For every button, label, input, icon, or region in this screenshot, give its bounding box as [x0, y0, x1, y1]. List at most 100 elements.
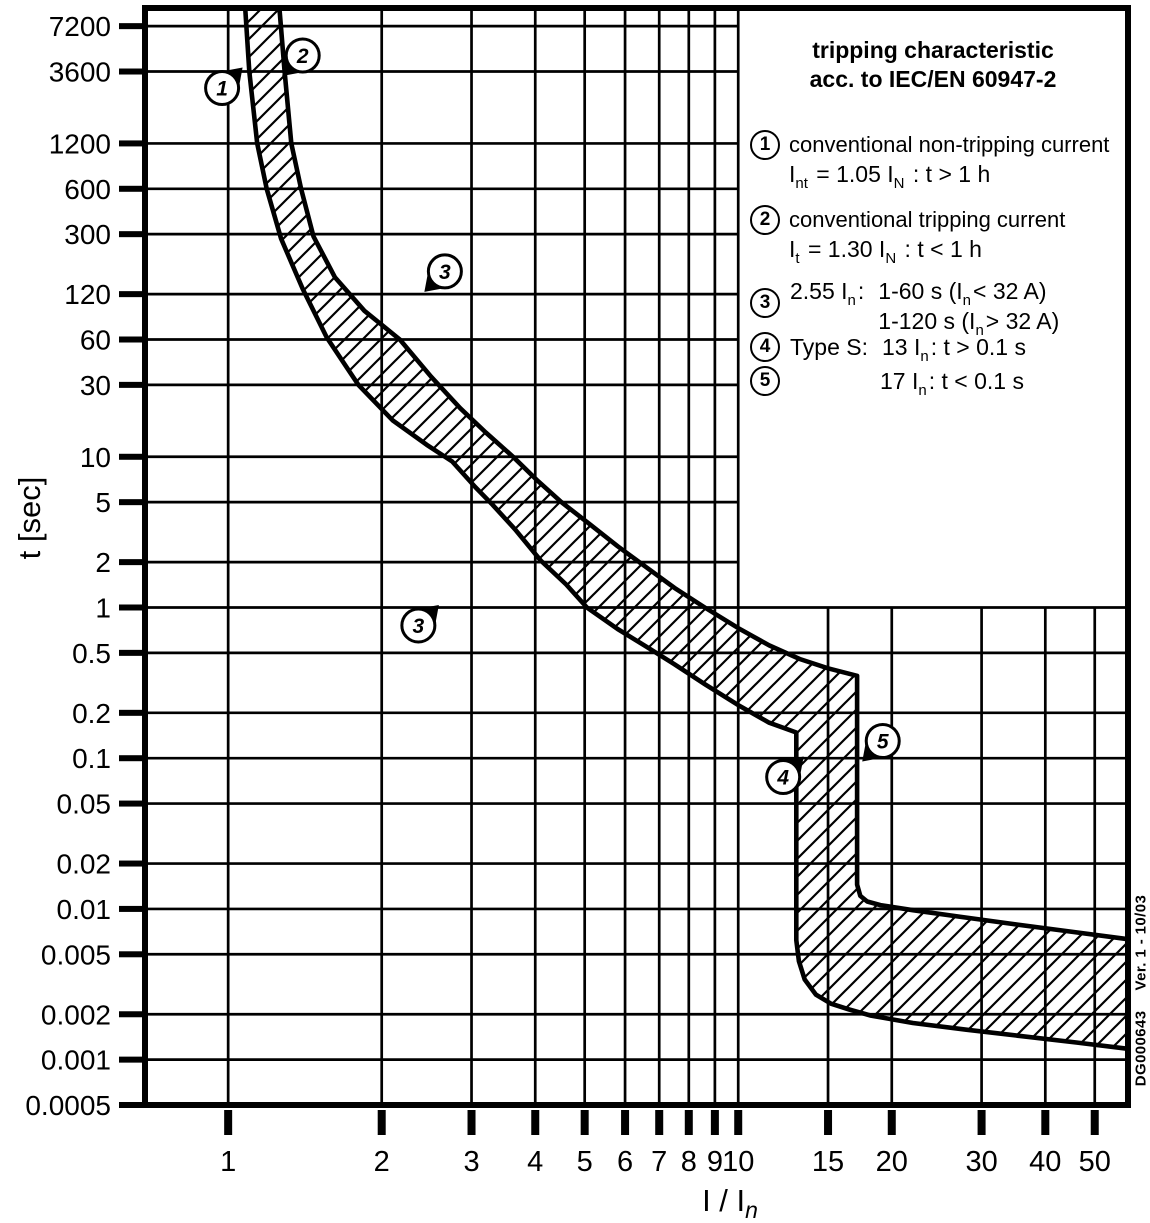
svg-text:0.02: 0.02 — [57, 849, 112, 880]
legend-item-2-formula: It = 1.30 IN : t < 1 h — [789, 234, 1065, 267]
svg-text:1: 1 — [216, 77, 228, 100]
formula-part: 2.55 I — [790, 278, 848, 304]
svg-text:10: 10 — [722, 1146, 754, 1178]
legend-item-1-badge: 1 — [750, 130, 780, 160]
formula-part: : t > 1 h — [906, 161, 991, 187]
formula-sub: t — [795, 249, 800, 267]
svg-text:8: 8 — [681, 1146, 697, 1178]
axis-ticks — [119, 23, 1099, 1135]
svg-text:5: 5 — [877, 731, 889, 754]
formula-sub: N — [885, 249, 897, 267]
svg-text:3: 3 — [463, 1146, 479, 1178]
tick-labels: 7200360012006003001206030105210.50.20.10… — [25, 11, 1111, 1178]
svg-text:1: 1 — [95, 592, 111, 623]
curve-markers: 1 2 3 3 4 5 — [204, 37, 901, 796]
svg-text:4: 4 — [776, 767, 789, 790]
legend-title-line1: tripping characteristic — [812, 37, 1054, 63]
x-axis-title-sub: n — [745, 1197, 758, 1223]
svg-text:3: 3 — [413, 615, 425, 638]
formula-part: 13 I — [881, 334, 921, 360]
formula-sub: n — [962, 291, 971, 309]
svg-text:30: 30 — [80, 370, 111, 401]
formula-sub: N — [893, 174, 905, 192]
svg-text:40: 40 — [1029, 1146, 1061, 1178]
svg-text:120: 120 — [64, 279, 111, 310]
y-axis-title: t [sec] — [12, 476, 47, 560]
legend-item-2-badge: 2 — [750, 205, 780, 235]
svg-text:5: 5 — [95, 487, 111, 518]
svg-text:1: 1 — [220, 1146, 236, 1178]
formula-part: : t < 0.1 s — [928, 368, 1024, 394]
legend-title: tripping characteristic acc. to IEC/EN 6… — [768, 36, 1098, 94]
legend-item-3-current: 2.55 In: — [790, 276, 864, 336]
svg-text:2: 2 — [374, 1146, 390, 1178]
svg-text:15: 15 — [812, 1146, 844, 1178]
svg-text:0.5: 0.5 — [72, 638, 111, 669]
svg-text:0.2: 0.2 — [72, 698, 111, 729]
formula-part: 17 I — [880, 368, 919, 394]
formula-part: I — [789, 161, 796, 187]
formula-sub: n — [975, 321, 984, 339]
svg-text:4: 4 — [527, 1146, 543, 1178]
legend-item-3-times: 1-60 s (In< 32 A) 1-120 s (In> 32 A) — [878, 276, 1060, 339]
svg-text:10: 10 — [80, 442, 111, 473]
formula-part: : — [857, 278, 865, 304]
svg-text:600: 600 — [64, 174, 111, 205]
formula-part: > 32 A) — [985, 308, 1060, 334]
svg-text:6: 6 — [617, 1146, 633, 1178]
svg-text:60: 60 — [80, 325, 111, 356]
svg-text:300: 300 — [64, 219, 111, 250]
legend-title-line2: acc. to IEC/EN 60947-2 — [809, 66, 1057, 92]
svg-text:20: 20 — [876, 1146, 908, 1178]
legend-item-4-badge: 4 — [750, 332, 780, 362]
svg-text:7200: 7200 — [49, 11, 111, 42]
svg-text:2: 2 — [95, 547, 111, 578]
legend-item-3-badge: 3 — [750, 288, 780, 318]
legend-item-5: 5 17 In: t < 0.1 s — [750, 366, 1024, 399]
legend-item-3-line2: 1-120 s (In> 32 A) — [878, 306, 1060, 339]
formula-part: 1-120 s (I — [878, 308, 976, 334]
x-axis-title-main: I / I — [702, 1183, 746, 1218]
svg-text:0.1: 0.1 — [72, 743, 111, 774]
formula-sub: n — [918, 381, 927, 399]
svg-text:1200: 1200 — [49, 128, 111, 159]
legend-item-2-text: conventional tripping current It = 1.30 … — [789, 205, 1066, 267]
svg-text:2: 2 — [296, 45, 309, 68]
svg-text:0.05: 0.05 — [57, 789, 112, 820]
svg-text:9: 9 — [707, 1146, 723, 1178]
legend-item-5-formula: 17 In: t < 0.1 s — [880, 366, 1024, 399]
legend-item-2-desc: conventional tripping current — [789, 207, 1066, 232]
legend-item-3-text: 2.55 In: 1-60 s (In< 32 A) 1-120 s (In> … — [790, 276, 1060, 339]
legend-item-1: 1 conventional non-tripping current Int … — [750, 130, 1110, 192]
svg-text:50: 50 — [1079, 1146, 1111, 1178]
formula-sub: nt — [795, 174, 808, 192]
svg-text:0.0005: 0.0005 — [25, 1090, 111, 1121]
plot-border — [142, 5, 1131, 1108]
svg-text:3: 3 — [439, 261, 451, 284]
svg-text:3600: 3600 — [49, 57, 111, 88]
svg-text:0.002: 0.002 — [41, 999, 111, 1030]
legend-item-1-desc: conventional non-tripping current — [789, 132, 1110, 157]
svg-text:0.001: 0.001 — [41, 1045, 111, 1076]
legend-item-2: 2 conventional tripping current It = 1.3… — [750, 205, 1066, 267]
formula-part: = 1.05 I — [809, 161, 894, 187]
legend-item-3-line1: 1-60 s (In< 32 A) — [878, 276, 1059, 309]
formula-part: : t < 1 h — [898, 236, 982, 262]
svg-text:0.01: 0.01 — [57, 894, 112, 925]
legend-item-1-formula: Int = 1.05 IN : t > 1 h — [789, 159, 1109, 192]
legend-item-5-badge: 5 — [750, 366, 780, 396]
formula-part: I — [789, 236, 796, 262]
x-axis-title: I / In — [655, 1183, 805, 1223]
document-reference: DG000643 Ver. 1 - 10/03 — [1133, 878, 1150, 1104]
legend-item-4-formula: 13 In: t > 0.1 s — [881, 332, 1026, 365]
legend-item-4: 4 Type S: 13 In: t > 0.1 s — [750, 332, 1026, 365]
formula-part: 1-60 s (I — [878, 278, 963, 304]
formula-sub: n — [920, 347, 929, 365]
legend-item-4-label: Type S: — [790, 334, 868, 360]
doc-version: Ver. 1 - 10/03 — [1132, 894, 1150, 991]
formula-part: = 1.30 I — [801, 236, 886, 262]
svg-text:0.005: 0.005 — [41, 939, 111, 970]
tripping-band — [242, 7, 1129, 1052]
